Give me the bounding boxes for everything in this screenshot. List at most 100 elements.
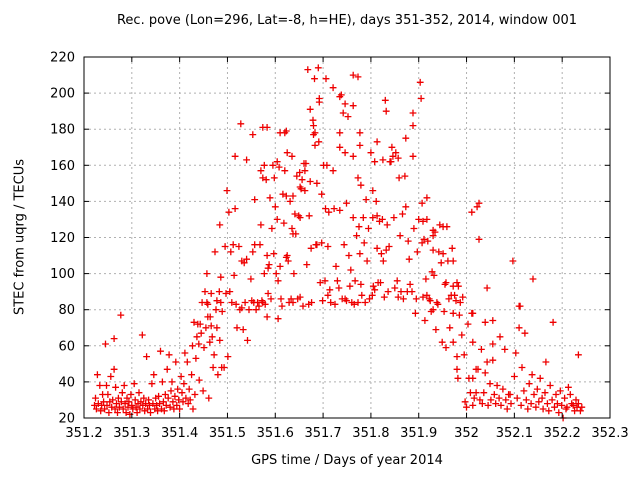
y-tick-label: 180 bbox=[50, 123, 75, 138]
data-point bbox=[469, 374, 477, 382]
data-point bbox=[315, 138, 323, 146]
data-point bbox=[373, 212, 381, 220]
data-point bbox=[216, 337, 224, 344]
data-point bbox=[545, 407, 553, 415]
data-point bbox=[195, 340, 203, 348]
data-point bbox=[315, 98, 323, 106]
data-point bbox=[262, 176, 270, 184]
data-point bbox=[394, 154, 402, 162]
data-point bbox=[339, 109, 347, 117]
data-point bbox=[516, 302, 524, 310]
data-point bbox=[101, 405, 108, 413]
data-point bbox=[130, 380, 138, 388]
data-point bbox=[249, 248, 257, 256]
data-point bbox=[429, 232, 437, 240]
data-point bbox=[244, 337, 251, 344]
data-point bbox=[223, 187, 231, 194]
data-point bbox=[217, 299, 225, 306]
data-point bbox=[478, 346, 485, 353]
data-point bbox=[362, 196, 370, 203]
data-point bbox=[116, 403, 123, 411]
data-point bbox=[565, 383, 572, 391]
data-point bbox=[575, 400, 582, 407]
data-point bbox=[281, 167, 289, 175]
data-point bbox=[507, 400, 515, 407]
data-point bbox=[160, 398, 167, 406]
data-point bbox=[306, 178, 314, 185]
data-point bbox=[206, 338, 214, 346]
data-point bbox=[502, 396, 510, 404]
data-point bbox=[270, 174, 278, 182]
data-point bbox=[170, 405, 178, 413]
data-point bbox=[149, 400, 157, 407]
data-point bbox=[133, 409, 141, 416]
data-point bbox=[282, 127, 290, 135]
data-point bbox=[283, 252, 291, 259]
data-point bbox=[422, 275, 430, 283]
data-point bbox=[301, 187, 309, 194]
data-point bbox=[546, 382, 554, 389]
data-point bbox=[177, 373, 185, 380]
data-point bbox=[530, 391, 538, 398]
data-point bbox=[418, 199, 426, 207]
data-point bbox=[112, 383, 119, 391]
data-point bbox=[171, 392, 179, 400]
data-point bbox=[212, 306, 220, 314]
data-point bbox=[554, 400, 561, 407]
data-point bbox=[302, 160, 310, 167]
data-point bbox=[107, 373, 115, 380]
data-point bbox=[388, 143, 396, 151]
data-point bbox=[421, 317, 429, 324]
data-point bbox=[453, 365, 461, 373]
y-tick-label: 60 bbox=[58, 339, 75, 354]
data-point bbox=[517, 402, 525, 409]
data-point bbox=[169, 398, 177, 406]
data-point bbox=[125, 398, 133, 406]
data-point bbox=[449, 309, 457, 317]
data-point bbox=[184, 400, 192, 407]
data-point bbox=[395, 174, 403, 182]
data-point bbox=[495, 394, 503, 402]
data-point bbox=[308, 299, 315, 306]
data-point bbox=[157, 347, 164, 355]
x-tick-label: 351.4 bbox=[161, 426, 198, 441]
data-point bbox=[377, 279, 384, 286]
data-point bbox=[267, 295, 275, 303]
data-point bbox=[349, 152, 357, 160]
data-point bbox=[351, 277, 359, 285]
data-point bbox=[448, 244, 456, 252]
data-point bbox=[214, 371, 222, 379]
y-tick-label: 20 bbox=[58, 412, 75, 427]
data-point bbox=[415, 216, 423, 223]
data-point bbox=[168, 378, 176, 386]
data-point bbox=[94, 371, 101, 379]
data-point bbox=[221, 243, 229, 250]
data-point bbox=[336, 129, 344, 137]
data-point bbox=[231, 205, 239, 212]
data-point bbox=[391, 284, 399, 292]
data-point bbox=[201, 288, 209, 295]
data-point bbox=[367, 149, 375, 157]
data-point bbox=[350, 300, 358, 308]
data-point bbox=[120, 382, 128, 389]
data-point bbox=[148, 380, 156, 388]
data-point bbox=[290, 270, 298, 277]
data-point bbox=[280, 219, 288, 227]
data-point bbox=[356, 129, 364, 137]
data-point bbox=[528, 371, 536, 379]
data-point bbox=[549, 318, 557, 326]
x-tick-label: 351.2 bbox=[65, 426, 102, 441]
data-point bbox=[138, 331, 146, 339]
data-point bbox=[176, 405, 183, 413]
data-point bbox=[469, 338, 477, 346]
y-tick-label: 220 bbox=[50, 51, 75, 66]
data-point bbox=[429, 246, 437, 254]
data-point bbox=[231, 152, 239, 160]
data-point bbox=[264, 290, 272, 297]
data-point bbox=[361, 299, 369, 306]
data-point bbox=[324, 291, 332, 299]
data-point bbox=[522, 396, 530, 404]
data-point bbox=[183, 358, 191, 366]
data-point bbox=[552, 391, 560, 398]
data-point bbox=[306, 105, 314, 113]
